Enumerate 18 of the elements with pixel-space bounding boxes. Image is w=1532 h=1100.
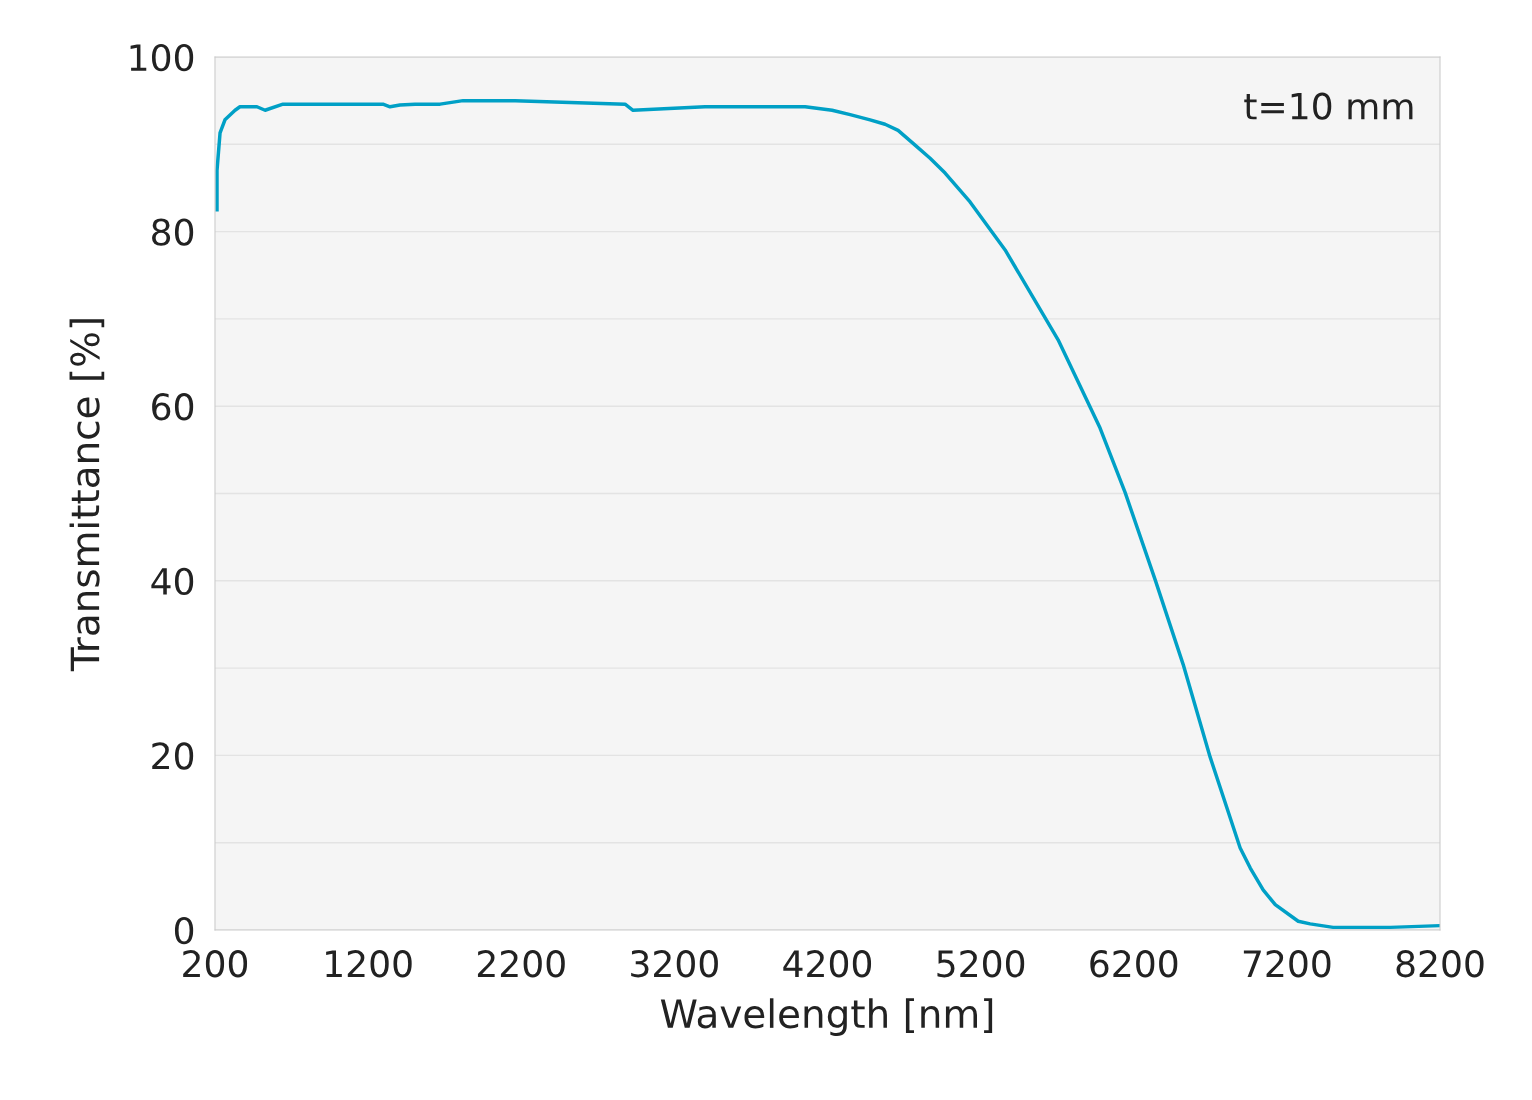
x-tick-label: 2200: [477, 950, 565, 978]
x-tick-label: 5200: [937, 950, 1025, 978]
y-tick-label: 40: [151, 567, 194, 596]
y-tick-label: 60: [152, 393, 194, 421]
annotation: t=10 mm: [1244, 92, 1413, 120]
x-tick-label: 4200: [783, 950, 872, 978]
x-tick-label: 6200: [1090, 950, 1178, 978]
y-tick-label: 100: [130, 43, 194, 72]
x-tick-label: 3200: [631, 950, 718, 978]
y-tick-label: 20: [152, 742, 194, 770]
x-axis-title: Wavelength [nm]: [660, 998, 993, 1036]
y-axis-title: Transmittance [%]: [69, 319, 105, 672]
y-tick-label: 80: [152, 218, 194, 246]
x-tick-label: 7200: [1243, 950, 1331, 978]
x-tick-label: 200: [183, 950, 248, 978]
x-tick-label: 1200: [326, 950, 412, 978]
x-tick-label: 8200: [1396, 950, 1484, 978]
y-tick-label: 0: [174, 916, 194, 945]
